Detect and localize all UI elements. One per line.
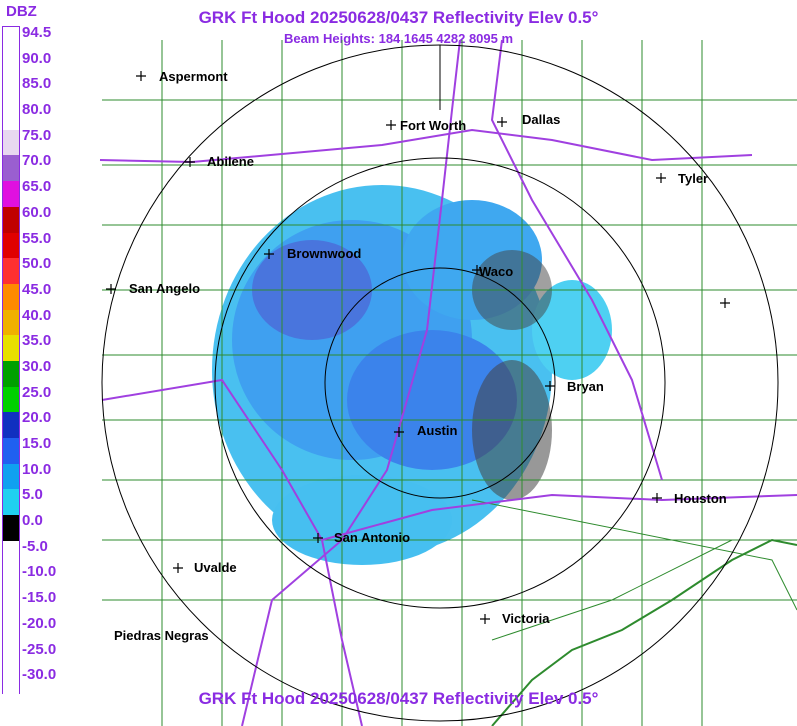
city-markers xyxy=(106,71,730,624)
city-brownwood: Brownwood xyxy=(287,246,361,261)
legend-swatch xyxy=(3,27,19,53)
legend-label: 20.0 xyxy=(22,409,52,427)
legend-label: 15.0 xyxy=(22,435,52,452)
legend-label: 35.0 xyxy=(22,332,52,350)
legend-swatch xyxy=(3,515,19,541)
legend-label: 0.0 xyxy=(22,512,43,530)
legend-label: 94.5 xyxy=(22,24,52,41)
city-abilene: Abilene xyxy=(207,154,254,169)
dbz-legend: DBZ 94.5 90.0 85.0 80.0 75.0 70.0 65.0 60.0 55.0… xyxy=(0,0,57,726)
city-tyler: Tyler xyxy=(678,171,708,186)
city-victoria: Victoria xyxy=(502,611,550,626)
legend-swatch xyxy=(3,669,19,695)
legend-label: -25.0 xyxy=(22,640,57,658)
beam-heights-subtitle: Beam Heights: 184 1645 4282 8095 m xyxy=(283,31,514,46)
legend-swatch xyxy=(3,258,19,284)
city-houston: Houston xyxy=(674,491,727,506)
legend-label: 70.0 xyxy=(22,152,52,170)
legend-swatch xyxy=(3,181,19,207)
legend-swatch xyxy=(3,360,19,387)
legend-swatch xyxy=(3,489,19,516)
radar-map: Aspermont Fort Worth Dallas Abilene Tyle… xyxy=(99,39,797,726)
legend-swatch xyxy=(3,206,19,233)
legend-label: 90.0 xyxy=(22,49,52,67)
legend-labels: 94.5 90.0 85.0 80.0 75.0 70.0 65.0 60.0 55.0 50.0… xyxy=(22,24,57,692)
city-san-angelo: San Angelo xyxy=(129,281,200,296)
legend-label: 45.0 xyxy=(22,280,52,298)
legend-label: 10.0 xyxy=(22,460,52,478)
reflectivity-echoes xyxy=(212,185,612,565)
county-boundaries xyxy=(102,40,797,726)
legend-label: 5.0 xyxy=(22,486,43,504)
legend-swatch xyxy=(3,540,19,567)
legend-label: 55.0 xyxy=(22,229,52,247)
legend-swatch xyxy=(3,617,19,644)
legend-swatch xyxy=(3,52,19,79)
city-fort-worth: Fort Worth xyxy=(400,118,466,133)
legend-unit: DBZ xyxy=(6,3,37,20)
legend-label: -10.0 xyxy=(22,563,57,581)
legend-swatch xyxy=(3,283,19,310)
legend-swatch xyxy=(3,643,19,670)
legend-label: 25.0 xyxy=(22,383,52,401)
legend-label: 75.0 xyxy=(22,126,52,144)
city-aspermont: Aspermont xyxy=(159,69,228,84)
legend-swatch xyxy=(3,438,19,464)
city-bryan: Bryan xyxy=(567,379,604,394)
city-piedras-negras: Piedras Negras xyxy=(114,628,209,643)
legend-colorbar xyxy=(2,26,20,695)
legend-swatch xyxy=(3,592,19,618)
legend-label: 85.0 xyxy=(22,75,52,93)
legend-label: 50.0 xyxy=(22,255,52,273)
legend-swatch xyxy=(3,104,19,130)
legend-swatch xyxy=(3,78,19,105)
legend-swatch xyxy=(3,309,19,336)
city-san-antonio: San Antonio xyxy=(334,530,410,545)
legend-label: -30.0 xyxy=(22,666,57,684)
legend-label: 65.0 xyxy=(22,178,52,196)
city-dallas: Dallas xyxy=(522,112,560,127)
legend-label: -20.0 xyxy=(22,614,57,632)
legend-swatch xyxy=(3,335,19,361)
city-waco: Waco xyxy=(479,264,513,279)
legend-swatch xyxy=(3,463,19,490)
legend-label: -5.0 xyxy=(22,537,48,555)
legend-label: 60.0 xyxy=(22,203,52,221)
legend-label: 30.0 xyxy=(22,357,52,375)
legend-swatch xyxy=(3,232,19,259)
legend-swatch xyxy=(3,566,19,593)
city-uvalde: Uvalde xyxy=(194,560,237,575)
legend-label: -15.0 xyxy=(22,589,57,607)
legend-swatch xyxy=(3,386,19,413)
range-rings xyxy=(101,44,779,722)
legend-label: 40.0 xyxy=(22,306,52,324)
map-title-bottom: GRK Ft Hood 20250628/0437 Reflectivity E… xyxy=(198,689,599,708)
legend-label: 80.0 xyxy=(22,101,52,119)
legend-swatch xyxy=(3,155,19,182)
map-title: GRK Ft Hood 20250628/0437 Reflectivity E… xyxy=(198,8,599,27)
city-austin: Austin xyxy=(417,423,458,438)
legend-swatch xyxy=(3,129,19,156)
coastline xyxy=(491,538,797,726)
legend-swatch xyxy=(3,412,19,438)
